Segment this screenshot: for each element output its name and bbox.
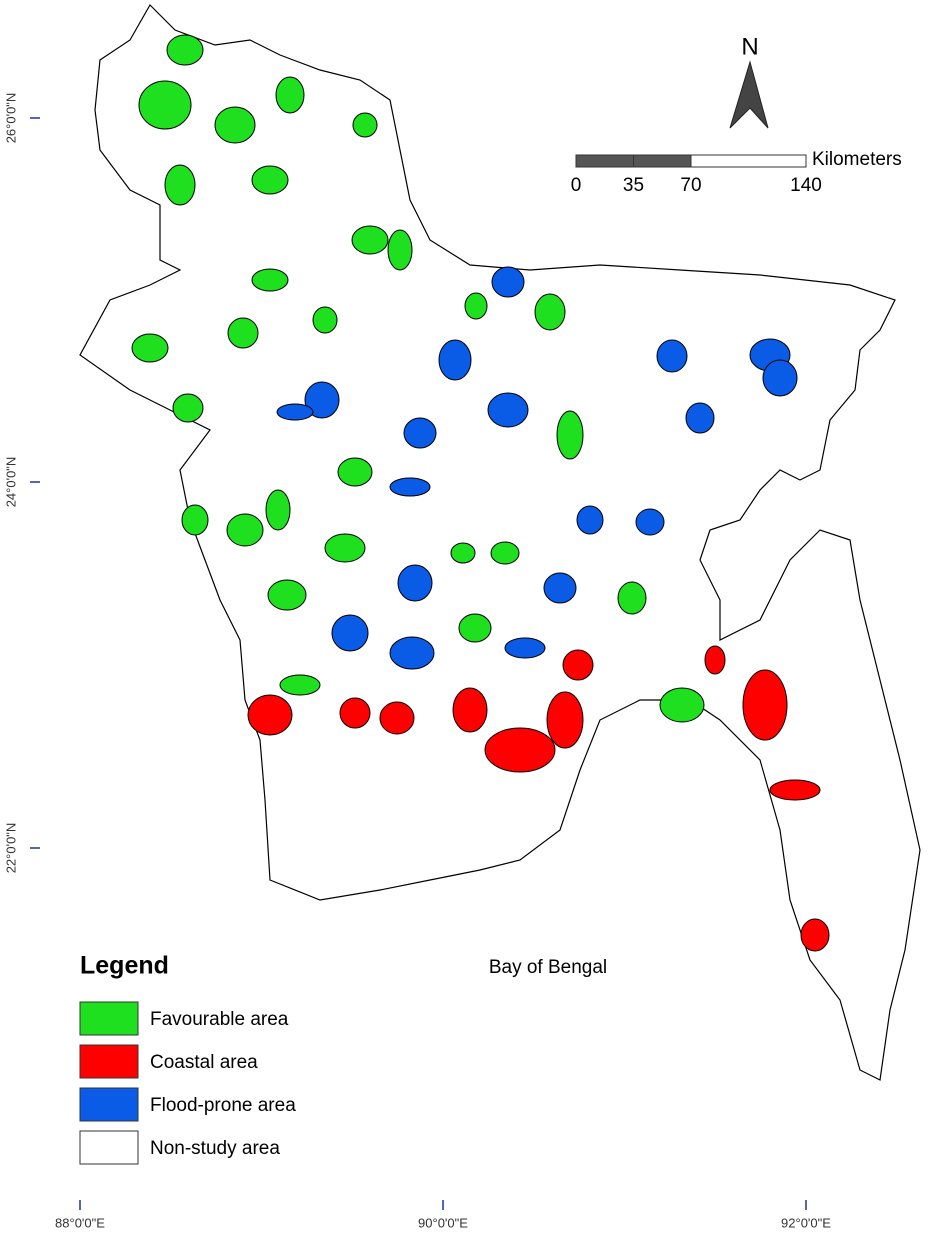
district: [504, 637, 546, 659]
district: [438, 339, 472, 381]
district: [403, 417, 437, 449]
district: [800, 918, 830, 952]
district: [339, 697, 371, 729]
district: [576, 505, 604, 535]
district: [352, 112, 378, 138]
legend-swatch: [79, 1130, 139, 1165]
district: [635, 508, 665, 536]
scale-tick-label: 0: [571, 175, 582, 196]
district: [490, 541, 520, 565]
scale-segment: [690, 154, 807, 168]
district: [491, 266, 525, 298]
legend-swatch: [79, 1087, 139, 1122]
district: [247, 694, 293, 736]
sea-label: Bay of Bengal: [489, 957, 607, 978]
district: [659, 687, 705, 723]
district: [450, 542, 476, 564]
district: [742, 669, 788, 741]
north-arrow: [729, 60, 769, 129]
legend-label: Non-study area: [150, 1138, 280, 1159]
lat-label: 24°0'0"N: [3, 457, 18, 508]
district: [214, 106, 256, 144]
district: [181, 504, 209, 536]
scale-tick-label: 140: [790, 175, 822, 196]
scale-segment: [575, 154, 634, 168]
legend-label: Coastal area: [150, 1052, 258, 1073]
scale-segment: [633, 154, 692, 168]
district: [227, 317, 259, 349]
district: [387, 229, 413, 271]
district: [769, 779, 821, 801]
graticule-labels: 26°0'0"N 24°0'0"N 22°0'0"N 88°0'0"E 90°0'0"E…: [3, 93, 831, 1231]
legend-label: Flood-prone area: [150, 1095, 296, 1116]
legend-swatch: [79, 1044, 139, 1079]
district: [304, 381, 340, 419]
district: [534, 293, 566, 331]
district: [251, 165, 289, 195]
lat-label: 22°0'0"N: [3, 823, 18, 874]
north-label: N: [741, 33, 758, 60]
lon-label: 88°0'0"E: [55, 1215, 105, 1230]
legend-swatch: [79, 1001, 139, 1036]
lat-label: 26°0'0"N: [3, 93, 18, 144]
district: [312, 306, 338, 334]
legend: Favourable area Coastal area Flood-prone a…: [79, 1001, 296, 1165]
district: [397, 564, 433, 602]
district: [704, 645, 726, 675]
districts: [131, 34, 830, 952]
district: [166, 34, 204, 66]
district: [267, 579, 307, 611]
district: [379, 701, 415, 735]
district: [464, 292, 488, 320]
district: [458, 613, 492, 643]
district: [265, 489, 291, 531]
district: [389, 636, 435, 670]
district: [172, 393, 204, 423]
district: [276, 403, 314, 421]
district: [487, 392, 529, 428]
district: [164, 164, 196, 206]
district: [389, 477, 431, 497]
district: [324, 533, 366, 563]
district: [452, 687, 488, 733]
district: [138, 80, 192, 130]
district: [484, 727, 556, 773]
scale-tick-label: 70: [680, 175, 701, 196]
lon-label: 90°0'0"E: [418, 1215, 468, 1230]
scale-unit: Kilometers: [812, 149, 902, 170]
scale-tick-label: 35: [623, 175, 644, 196]
district: [546, 691, 584, 749]
legend-title: Legend: [80, 952, 169, 980]
district: [251, 268, 289, 292]
scale-bar: 0 35 70 140: [571, 154, 822, 196]
district: [279, 674, 321, 696]
district: [617, 581, 647, 615]
district: [543, 572, 577, 604]
district: [656, 339, 688, 373]
legend-label: Favourable area: [150, 1009, 289, 1030]
district: [331, 614, 369, 652]
district: [226, 513, 264, 547]
district: [131, 333, 169, 363]
district: [685, 402, 715, 434]
lon-label: 92°0'0"E: [781, 1215, 831, 1230]
district: [351, 225, 389, 255]
district: [762, 359, 798, 397]
district: [337, 457, 373, 487]
district: [556, 410, 584, 460]
district: [275, 76, 305, 114]
district: [562, 649, 594, 681]
